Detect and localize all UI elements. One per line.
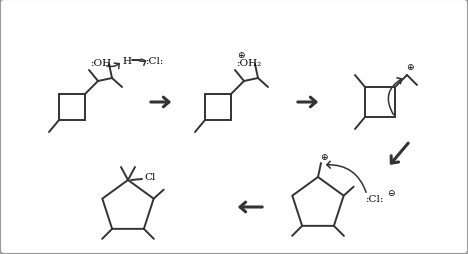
Text: H: H — [123, 56, 132, 65]
Text: ⊖: ⊖ — [387, 189, 395, 198]
Text: :OH: :OH — [91, 58, 112, 67]
Text: ⊕: ⊕ — [320, 153, 328, 162]
Text: :OH₂: :OH₂ — [237, 59, 262, 68]
Text: ⊕: ⊕ — [237, 50, 245, 59]
Text: :Cl:: :Cl: — [366, 195, 384, 204]
Text: :Cl:: :Cl: — [146, 56, 164, 65]
Text: Cl: Cl — [144, 173, 155, 182]
Text: ⊕: ⊕ — [406, 63, 414, 72]
